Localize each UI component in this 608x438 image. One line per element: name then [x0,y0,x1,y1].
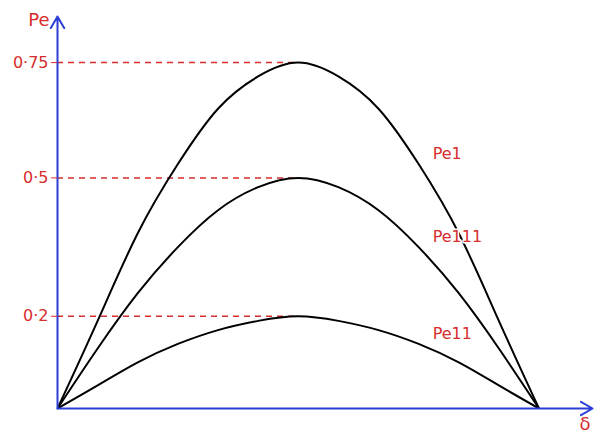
svg-text:Pe1: Pe1 [433,144,462,163]
svg-text:Pe111: Pe111 [433,227,482,246]
svg-text:0·75: 0·75 [13,53,49,72]
svg-text:0·2: 0·2 [23,306,48,325]
svg-text:δ: δ [579,413,590,434]
svg-text:0·5: 0·5 [23,168,48,187]
svg-text:Pe11: Pe11 [433,324,472,343]
svg-text:Pe: Pe [28,9,49,30]
